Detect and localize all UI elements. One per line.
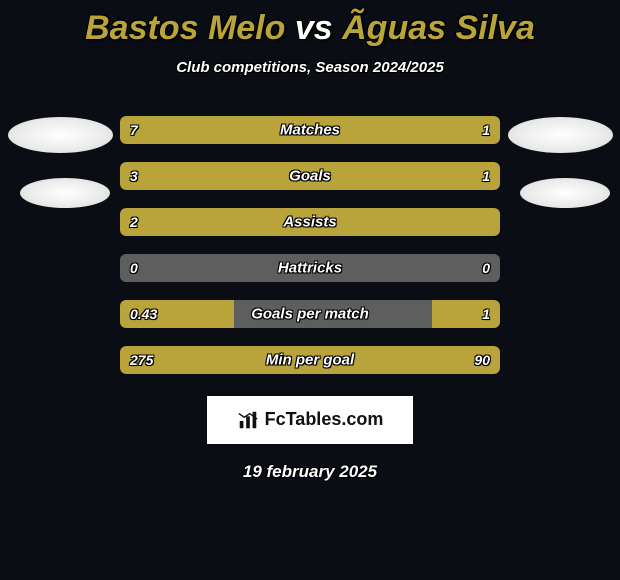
stat-row: 275 90 Min per goal: [120, 346, 500, 374]
stats-chart: 7 1 Matches 3 1 Goals 2 Assists 0 0 Hattricks 0.43 1…: [120, 116, 500, 374]
bar-right: [352, 162, 500, 190]
value-left: 0.43: [130, 306, 157, 322]
value-right: 1: [482, 122, 490, 138]
row-label: Matches: [280, 121, 340, 138]
value-left: 7: [130, 122, 138, 138]
value-left: 275: [130, 352, 153, 368]
brand-badge: FcTables.com: [207, 396, 413, 444]
row-label: Min per goal: [266, 351, 354, 368]
stat-row: 0 0 Hattricks: [120, 254, 500, 282]
bar-left: [120, 116, 405, 144]
ellipse-icon: [8, 117, 113, 153]
bar-chart-icon: [237, 409, 259, 431]
row-label: Assists: [283, 213, 336, 230]
value-left: 0: [130, 260, 138, 276]
ellipse-icon: [508, 117, 613, 153]
page-title: Bastos Melo vs Ãguas Silva: [0, 0, 620, 49]
stat-row: 0.43 1 Goals per match: [120, 300, 500, 328]
date-text: 19 february 2025: [0, 462, 620, 482]
ellipse-icon: [20, 178, 110, 208]
player-left-name: Bastos Melo: [85, 9, 285, 47]
row-label: Goals: [289, 167, 331, 184]
player-right-avatar-stack: [505, 117, 615, 208]
value-right: 90: [474, 352, 490, 368]
value-right: 0: [482, 260, 490, 276]
stat-row: 3 1 Goals: [120, 162, 500, 190]
brand-text: FcTables.com: [265, 409, 384, 430]
value-left: 2: [130, 214, 138, 230]
subtitle: Club competitions, Season 2024/2025: [0, 59, 620, 76]
value-left: 3: [130, 168, 138, 184]
player-left-avatar-stack: [5, 117, 115, 208]
stat-row: 7 1 Matches: [120, 116, 500, 144]
row-label: Goals per match: [251, 305, 369, 322]
value-right: 1: [482, 168, 490, 184]
stat-row: 2 Assists: [120, 208, 500, 236]
ellipse-icon: [520, 178, 610, 208]
versus-text: vs: [295, 9, 333, 47]
value-right: 1: [482, 306, 490, 322]
player-right-name: Ãguas Silva: [342, 9, 535, 47]
row-label: Hattricks: [278, 259, 342, 276]
